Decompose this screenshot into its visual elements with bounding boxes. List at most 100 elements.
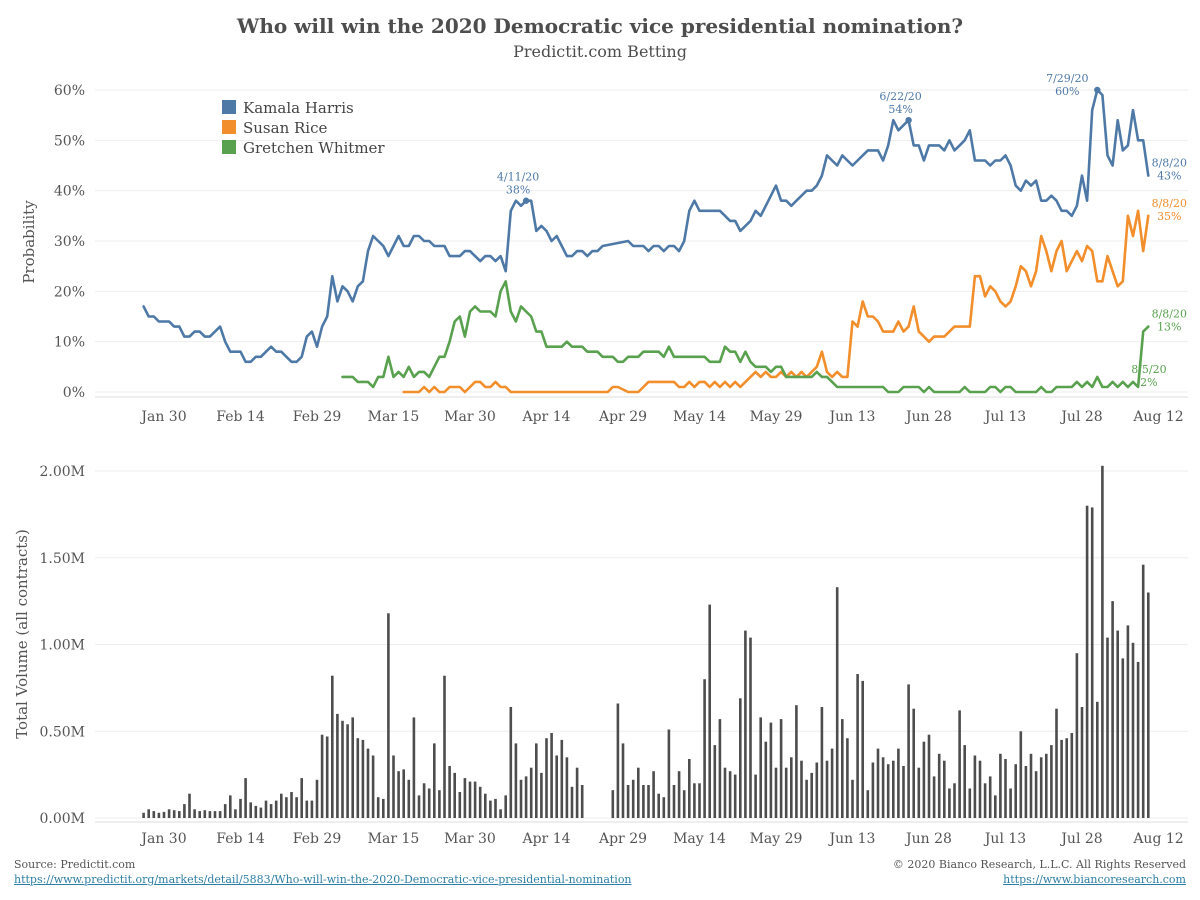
series-line-gretchen-whitmer — [341, 279, 1150, 394]
volume-bar — [560, 739, 564, 818]
volume-bar — [152, 811, 156, 818]
annotation-value: 60% — [1055, 85, 1079, 98]
volume-bar — [417, 795, 421, 818]
legend-label: Susan Rice — [243, 119, 327, 137]
annotation-marker — [905, 117, 912, 124]
volume-bar — [657, 793, 660, 818]
volume-bar — [688, 759, 691, 818]
x-tick-label: Mar 15 — [368, 409, 420, 425]
probability-panel: 0% 10% 20% 30% 40% 50% 60% Probability Jan 30 Feb… — [20, 72, 1188, 425]
volume-bar — [703, 679, 706, 818]
volume-bar — [790, 757, 793, 818]
volume-bar — [519, 779, 523, 818]
volume-bar — [728, 771, 732, 818]
volume-bar — [953, 783, 956, 818]
volume-bar — [555, 755, 558, 818]
volume-bar — [208, 811, 212, 818]
volume-bar — [917, 767, 921, 818]
volume-bar — [1141, 564, 1145, 818]
volume-bar — [167, 809, 171, 818]
volume-bar — [371, 755, 375, 818]
volume-bar — [239, 798, 242, 818]
y-tick-label: 2.00M — [39, 464, 85, 480]
volume-bar — [886, 764, 890, 818]
volume-bar — [280, 793, 283, 818]
volume-bar — [188, 793, 191, 818]
volume-bar — [1055, 708, 1058, 818]
volume-bar — [937, 753, 941, 818]
site-link[interactable]: https://www.biancoresearch.com — [1003, 873, 1186, 886]
volume-bar — [550, 733, 553, 818]
volume-bar — [1060, 739, 1063, 818]
legend-swatch — [222, 140, 236, 154]
volume-bar — [193, 809, 196, 818]
x-tick-label: Aug 12 — [1132, 409, 1183, 425]
annotation-date: 8/8/20 — [1152, 308, 1187, 321]
chart-subtitle: Predictit.com Betting — [513, 42, 687, 61]
volume-bar — [784, 767, 788, 818]
volume-bar — [499, 809, 502, 818]
y-tick-label: 50% — [54, 133, 85, 149]
volume-bar — [422, 783, 426, 818]
volume-bar — [846, 738, 849, 818]
source-link[interactable]: https://www.predictit.org/markets/detail… — [14, 873, 632, 886]
volume-bar — [744, 630, 747, 818]
volume-bar — [759, 717, 762, 818]
x-tick-label: Mar 15 — [368, 831, 420, 847]
y-tick-label: 10% — [54, 335, 85, 351]
footer-copyright: © 2020 Bianco Research, L.L.C. All Right… — [893, 857, 1186, 887]
chart-title: Who will win the 2020 Democratic vice pr… — [236, 14, 964, 38]
annotation-date: 8/5/20 — [1131, 363, 1166, 376]
volume-bar — [1131, 642, 1135, 818]
volume-bar — [1039, 757, 1043, 818]
volume-bar — [427, 788, 431, 818]
volume-bar — [907, 684, 910, 818]
volume-bar — [1136, 661, 1140, 818]
volume-bar — [626, 785, 630, 818]
volume-bar — [723, 767, 727, 818]
volume-bar — [540, 772, 543, 818]
legend-swatch — [222, 120, 236, 134]
volume-bar — [866, 790, 870, 818]
volume-bar — [524, 776, 528, 818]
volume-bar — [662, 797, 666, 818]
y-tick-label: 0.00M — [39, 811, 85, 827]
volume-bar — [1065, 738, 1068, 818]
volume-bar — [800, 760, 803, 818]
volume-bar — [861, 680, 864, 818]
series-line-susan-rice — [402, 209, 1150, 394]
volume-bar — [667, 729, 671, 818]
volume-bar — [902, 766, 905, 818]
volume-bar — [611, 790, 615, 818]
volume-bar — [881, 757, 885, 818]
volume-bar — [229, 795, 232, 818]
volume-bar — [463, 778, 467, 818]
annotation-value: 54% — [888, 103, 912, 116]
volume-bar — [535, 743, 538, 818]
x-tick-label: Jun 28 — [904, 409, 952, 425]
volume-bar — [856, 674, 859, 818]
volume-bar — [698, 783, 701, 818]
annotation-value: 43% — [1157, 170, 1181, 183]
x-tick-label: Feb 14 — [216, 409, 265, 425]
legend-label: Kamala Harris — [243, 99, 354, 117]
x-tick-label: May 29 — [750, 831, 803, 847]
volume-bar — [356, 738, 360, 818]
volume-bar — [1024, 766, 1028, 818]
x-tick-label: May 14 — [673, 409, 726, 425]
y-tick-label: 30% — [54, 234, 85, 250]
volume-bar — [922, 741, 926, 818]
annotation-date: 4/11/20 — [497, 171, 539, 184]
footer-source: Source: Predictit.com https://www.predic… — [14, 857, 632, 887]
volume-bar — [407, 779, 411, 818]
volume-bar — [693, 783, 696, 818]
volume-bar — [835, 587, 839, 818]
volume-bar — [1050, 745, 1053, 818]
volume-bar — [851, 779, 854, 818]
annotation-value: 38% — [506, 184, 530, 197]
y-tick-label: 0% — [63, 385, 85, 401]
y-tick-label: 20% — [54, 284, 85, 300]
volume-bar — [927, 734, 931, 818]
volume-bar — [978, 760, 982, 818]
